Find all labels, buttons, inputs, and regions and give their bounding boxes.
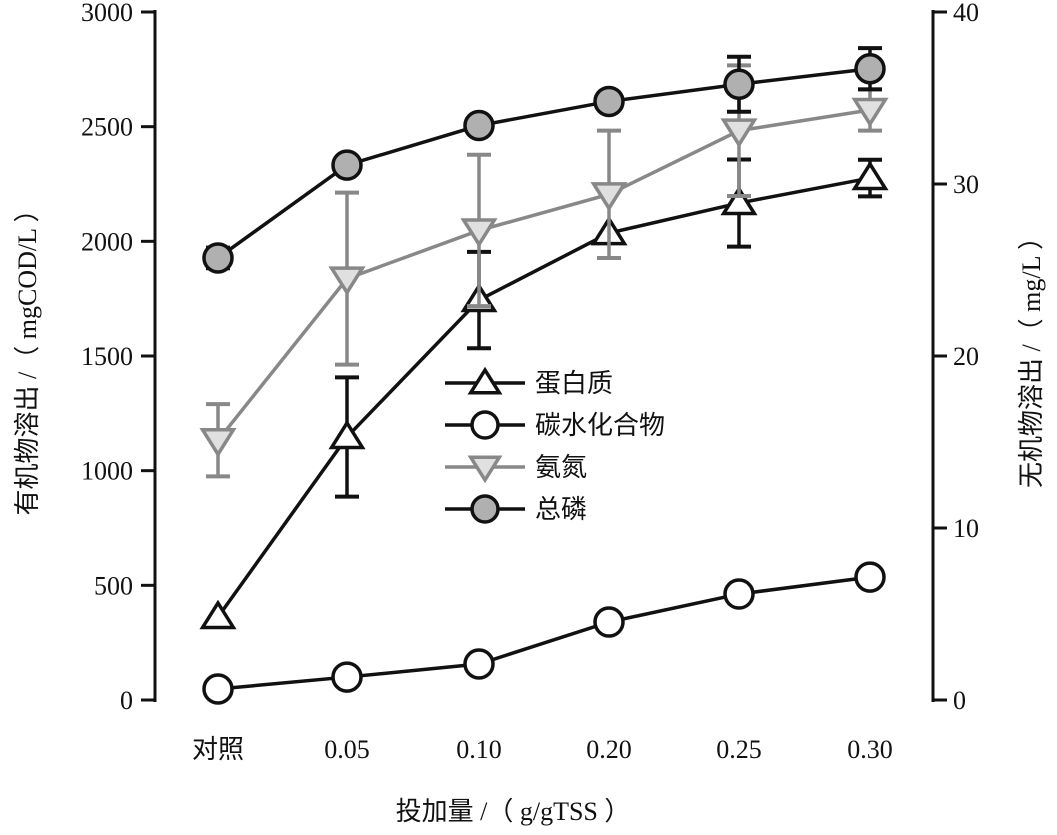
y-right-tick-label: 30 (953, 170, 979, 199)
data-point (331, 149, 363, 181)
y-right-tick-label: 40 (953, 0, 979, 27)
legend-marker (470, 494, 500, 524)
y-right-tick-label: 0 (953, 686, 966, 715)
data-point (723, 68, 755, 100)
y-axis-right-label: 无机物溶出 /（ mg/L ） (1017, 224, 1046, 488)
series-line (216, 176, 871, 619)
legend-label: 碳水化合物 (535, 411, 665, 440)
series-3 (202, 46, 886, 274)
axes: 0 500 1000 1500 2000 2500 3000 0 10 20 30 40 对照 0.05 0… (81, 0, 979, 764)
legend-item: 氨氮 (445, 453, 587, 484)
data-point (202, 673, 234, 705)
y-left-tick-label: 2500 (81, 113, 133, 142)
x-tick-label: 0.30 (847, 735, 893, 764)
data-point (854, 561, 886, 593)
data-point (463, 109, 495, 142)
x-tick-label: 0.10 (456, 735, 502, 764)
data-point (593, 606, 625, 638)
x-axis-label: 投加量 /（ g/gTSS ） (396, 797, 631, 826)
data-point (202, 242, 234, 274)
data-point (328, 266, 366, 296)
x-tick-label: 0.25 (716, 735, 762, 764)
series-2 (199, 63, 889, 479)
data-point (199, 428, 237, 458)
y-axis-left-label: 有机物溶出 /（ mgCOD/L ） (13, 197, 42, 516)
data-point (460, 218, 498, 248)
series-0 (199, 157, 889, 630)
y-left-tick-label: 1000 (81, 457, 133, 486)
legend-item: 蛋白质 (445, 366, 613, 398)
plot-area (199, 46, 889, 705)
legend-marker (470, 410, 500, 440)
y-left-tick-label: 1500 (81, 342, 133, 371)
data-point (720, 118, 758, 148)
data-point (199, 599, 237, 630)
legend-marker (467, 366, 503, 395)
y-left-tick-label: 2000 (81, 227, 133, 256)
data-point (463, 648, 495, 680)
legend-marker (467, 455, 503, 484)
legend-item: 碳水化合物 (445, 410, 665, 440)
y-right-tick-label: 20 (953, 342, 979, 371)
data-point (720, 185, 758, 216)
data-point (723, 578, 755, 610)
data-point (593, 85, 625, 118)
y-left-tick-label: 3000 (81, 0, 133, 27)
data-point (328, 419, 366, 450)
legend-label: 氨氮 (535, 453, 587, 482)
legend-item: 总磷 (445, 494, 587, 524)
legend-label: 总磷 (535, 495, 587, 524)
series-line (216, 108, 871, 442)
y-left-tick-label: 500 (94, 571, 133, 600)
series-line (217, 575, 871, 691)
x-tick-label: 0.05 (324, 735, 370, 764)
data-point (331, 661, 363, 693)
series-line (216, 67, 871, 260)
series-1 (202, 561, 886, 705)
data-point (590, 182, 628, 212)
y-left-tick-label: 0 (120, 686, 133, 715)
data-point (854, 53, 886, 85)
data-point (851, 97, 889, 128)
y-right-tick-label: 10 (953, 514, 979, 543)
x-tick-label: 0.20 (586, 735, 632, 764)
data-point (851, 160, 889, 191)
legend-label: 蛋白质 (535, 369, 613, 398)
x-tick-label: 对照 (192, 735, 244, 764)
